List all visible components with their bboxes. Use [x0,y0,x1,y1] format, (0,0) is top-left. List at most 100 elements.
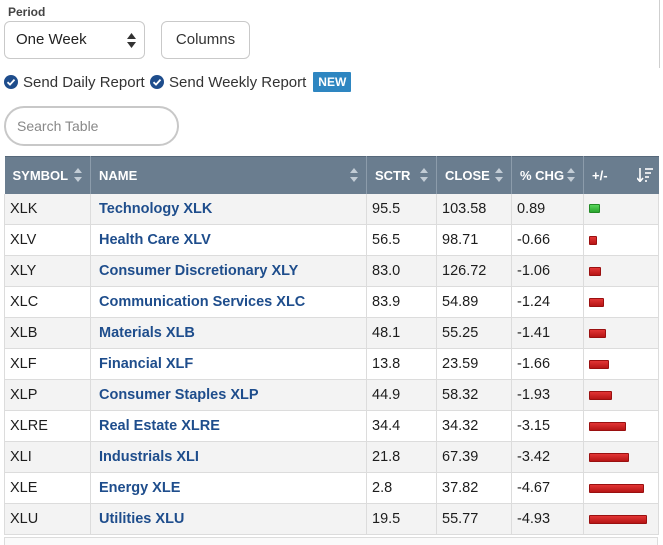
header-name-label: NAME [99,167,138,183]
symbol-cell: XLV [4,224,91,256]
change-bar [589,359,609,369]
name-link[interactable]: Financial XLF [90,348,367,380]
table-row: XLV Health Care XLV 56.5 98.71 -0.66 [4,224,659,256]
name-link[interactable]: Energy XLE [90,472,367,504]
change-bar-cell [583,193,659,225]
period-label: Period [8,5,46,19]
pct-chg-cell: -0.66 [511,224,584,256]
sort-descending-icon [636,168,653,182]
table-row: XLP Consumer Staples XLP 44.9 58.32 -1.93 [4,379,659,411]
change-bar [589,390,612,400]
symbol-cell: XLP [4,379,91,411]
close-cell: 34.32 [436,410,512,442]
columns-button[interactable]: Columns [161,21,250,59]
symbol-cell: XLC [4,286,91,318]
symbol-cell: XLY [4,255,91,287]
symbol-cell: XLE [4,472,91,504]
name-link[interactable]: Consumer Discretionary XLY [90,255,367,287]
symbol-cell: XLU [4,503,91,535]
name-link[interactable]: Communication Services XLC [90,286,367,318]
close-cell: 54.89 [436,286,512,318]
name-link[interactable]: Materials XLB [90,317,367,349]
header-sctr[interactable]: SCTR [366,156,437,194]
pct-chg-cell: -1.41 [511,317,584,349]
change-bar-cell [583,472,659,504]
sctr-cell: 2.8 [366,472,437,504]
pct-chg-cell: -4.93 [511,503,584,535]
change-bar [589,204,600,214]
select-arrows-icon [127,33,136,48]
table-row: XLF Financial XLF 13.8 23.59 -1.66 [4,348,659,380]
weekly-report-label: Send Weekly Report [169,73,307,91]
name-link[interactable]: Consumer Staples XLP [90,379,367,411]
header-close-label: CLOSE [445,167,490,183]
name-link[interactable]: Utilities XLU [90,503,367,535]
header-pct-chg[interactable]: % CHG [511,156,584,194]
change-bar-cell [583,348,659,380]
sctr-cell: 48.1 [366,317,437,349]
check-circle-icon [4,75,18,89]
change-bar-cell [583,317,659,349]
pct-chg-cell: -1.93 [511,379,584,411]
period-select[interactable]: One Week [4,21,145,59]
header-plus-minus[interactable]: +/- [583,156,659,194]
pct-chg-cell: -3.15 [511,410,584,442]
close-cell: 55.25 [436,317,512,349]
daily-report-toggle[interactable]: Send Daily Report [4,73,145,91]
change-bar-cell [583,410,659,442]
header-symbol-label: SYMBOL [12,167,69,183]
sctr-cell: 19.5 [366,503,437,535]
sort-icon [74,168,82,182]
search-input[interactable] [4,106,179,146]
table-row: XLC Communication Services XLC 83.9 54.89 -1… [4,286,659,318]
change-bar [589,266,601,276]
change-bar-cell [583,503,659,535]
name-link[interactable]: Industrials XLI [90,441,367,473]
close-cell: 126.72 [436,255,512,287]
weekly-report-toggle[interactable]: Send Weekly Report NEW [150,72,352,92]
sort-icon [495,168,503,182]
sctr-cell: 21.8 [366,441,437,473]
sctr-cell: 83.9 [366,286,437,318]
change-bar [589,514,647,524]
name-link[interactable]: Health Care XLV [90,224,367,256]
table-next-row [4,537,658,545]
header-plus-minus-label: +/- [592,167,608,183]
table-row: XLI Industrials XLI 21.8 67.39 -3.42 [4,441,659,473]
pct-chg-cell: -3.42 [511,441,584,473]
table-row: XLRE Real Estate XLRE 34.4 34.32 -3.15 [4,410,659,442]
pct-chg-cell: 0.89 [511,193,584,225]
pct-chg-cell: -4.67 [511,472,584,504]
header-close[interactable]: CLOSE [436,156,512,194]
table-row: XLU Utilities XLU 19.5 55.77 -4.93 [4,503,659,535]
sctr-cell: 56.5 [366,224,437,256]
change-bar [589,421,626,431]
sort-icon [350,168,358,182]
close-cell: 67.39 [436,441,512,473]
close-cell: 103.58 [436,193,512,225]
sctr-cell: 95.5 [366,193,437,225]
close-cell: 37.82 [436,472,512,504]
period-selected-value: One Week [16,31,87,48]
sctr-cell: 83.0 [366,255,437,287]
change-bar [589,452,629,462]
pct-chg-cell: -1.66 [511,348,584,380]
sort-icon [567,168,575,182]
name-link[interactable]: Real Estate XLRE [90,410,367,442]
close-cell: 58.32 [436,379,512,411]
table-body: XLK Technology XLK 95.5 103.58 0.89 XLV Healt… [4,193,659,535]
new-badge: NEW [313,72,352,92]
change-bar [589,235,597,245]
table-row: XLB Materials XLB 48.1 55.25 -1.41 [4,317,659,349]
pct-chg-cell: -1.06 [511,255,584,287]
header-symbol[interactable]: SYMBOL [4,156,91,194]
name-link[interactable]: Technology XLK [90,193,367,225]
change-bar [589,297,604,307]
symbol-cell: XLF [4,348,91,380]
change-bar-cell [583,286,659,318]
sctr-cell: 34.4 [366,410,437,442]
change-bar-cell [583,379,659,411]
table-row: XLK Technology XLK 95.5 103.58 0.89 [4,193,659,225]
header-name[interactable]: NAME [90,156,367,194]
symbol-cell: XLRE [4,410,91,442]
